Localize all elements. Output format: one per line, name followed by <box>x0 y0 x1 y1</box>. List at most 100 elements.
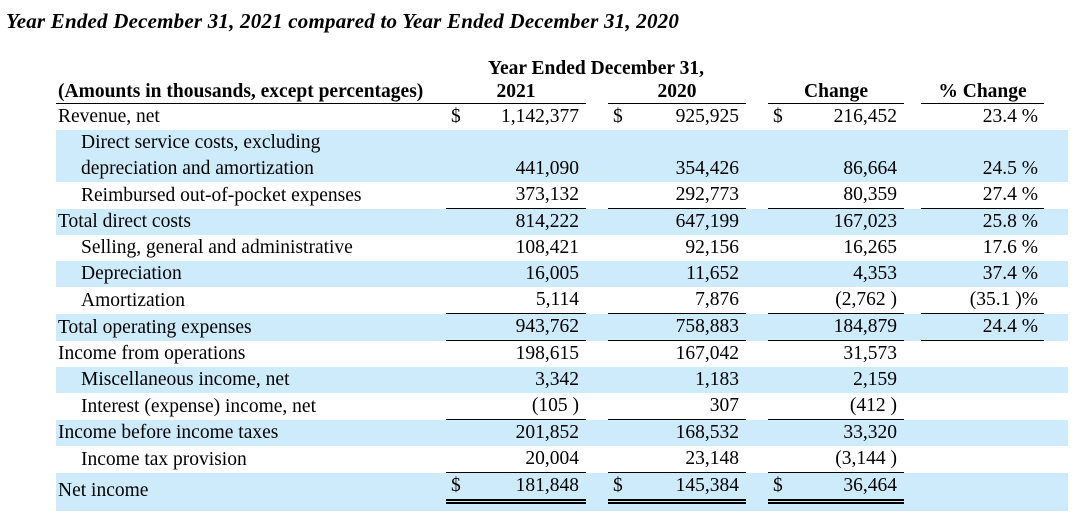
column-gap <box>586 104 608 131</box>
amount: 943,762 <box>515 316 579 337</box>
amount: 925,925 <box>675 106 740 127</box>
amount: 758,883 <box>675 316 740 337</box>
row-label: Direct service costs, excluding depreciat… <box>56 130 446 182</box>
amount: 80,359 <box>843 184 898 205</box>
spacer-cell <box>1044 58 1068 80</box>
column-gap <box>586 130 608 182</box>
table-row-miscellaneous-income: Miscellaneous income, net 3,342 1,183 2,… <box>56 367 1069 393</box>
table-row-reimbursed-expenses: Reimbursed out-of-pocket expenses 373,13… <box>56 182 1068 209</box>
column-gap <box>904 446 921 473</box>
column-header-2020: 2020 <box>608 80 747 104</box>
column-gap <box>746 393 768 420</box>
cell-2021: $181,848 <box>446 472 586 511</box>
column-gap <box>586 393 608 420</box>
spacer-cell <box>56 58 446 80</box>
column-gap <box>904 235 921 261</box>
cell-2021: 814,222 <box>446 208 586 235</box>
table-row-income-before-taxes: Income before income taxes 201,852 168,5… <box>56 419 1069 446</box>
row-label: Depreciation <box>56 261 446 287</box>
column-gap <box>904 313 922 341</box>
amount: 1,142,377 <box>501 106 579 127</box>
column-gap <box>746 313 769 341</box>
column-gap <box>586 287 608 314</box>
column-gap <box>904 80 921 104</box>
cell-pct-change: 37.4 % <box>921 261 1045 287</box>
column-gap <box>746 235 768 261</box>
table-row-direct-service-costs: Direct service costs, excluding depreciat… <box>56 130 1069 182</box>
column-gap <box>586 313 608 341</box>
spacer-cell <box>921 58 1044 80</box>
column-gap <box>904 341 921 368</box>
column-gap <box>586 208 608 235</box>
cell-2021: 441,090 <box>446 130 586 182</box>
spacer-cell <box>1044 80 1068 104</box>
spacer-cell <box>1044 104 1068 131</box>
cell-pct-change: 24.5 % <box>921 130 1045 182</box>
cell-2020: 307 <box>608 393 747 420</box>
spacer-cell <box>1044 472 1069 511</box>
cell-2020: 92,156 <box>608 235 746 261</box>
amount: 1,183 <box>695 369 740 390</box>
amount: 16,005 <box>525 263 579 284</box>
column-gap <box>746 261 769 287</box>
column-gap <box>746 446 768 473</box>
spacer-cell <box>746 58 768 80</box>
amount: 292,773 <box>675 184 740 205</box>
column-gap <box>746 80 768 104</box>
dollar-sign: $ <box>613 475 623 496</box>
spacer-cell <box>1044 261 1069 287</box>
row-label: Selling, general and administrative <box>81 237 353 258</box>
amount: 3,342 <box>535 369 579 390</box>
spacer-cell <box>1044 130 1069 182</box>
row-label: Income tax provision <box>81 448 247 470</box>
table-row-total-direct-costs: Total direct costs 814,222 647,199 167,0… <box>56 208 1069 235</box>
column-gap <box>904 182 921 209</box>
table-row-income-from-operations: Income from operations 198,615 167,042 3… <box>56 341 1068 368</box>
cell-2021: 943,762 <box>446 313 586 341</box>
cell-2020: 167,042 <box>608 341 746 368</box>
column-gap <box>586 80 608 104</box>
spacer-cell <box>768 58 904 80</box>
spacer-cell <box>1044 287 1068 314</box>
amount: 184,879 <box>833 316 898 337</box>
column-gap <box>586 472 608 511</box>
dollar-sign: $ <box>773 106 783 127</box>
spacer-cell <box>1044 367 1069 393</box>
table-row-amortization: Amortization 5,114 7,876 (2,762 ) (35.1 … <box>56 287 1068 314</box>
spacer-cell <box>1044 313 1069 341</box>
column-gap <box>904 367 922 393</box>
cell-2020: 7,876 <box>608 287 747 314</box>
cell-change: 167,023 <box>768 208 905 235</box>
amount: 145,384 <box>675 475 740 496</box>
cell-change: $36,464 <box>768 472 905 511</box>
amount: 167,042 <box>675 343 740 364</box>
column-gap <box>586 182 608 209</box>
column-gap <box>586 446 608 473</box>
amount: 16,265 <box>843 237 898 258</box>
amount: 167,023 <box>833 211 898 232</box>
cell-2020: 23,148 <box>608 446 747 473</box>
column-gap <box>586 367 608 393</box>
cell-change: (3,144 ) <box>768 446 905 473</box>
cell-change: (2,762 ) <box>768 287 905 314</box>
amount: 33,320 <box>843 422 898 443</box>
row-label: Total operating expenses <box>56 313 446 341</box>
cell-2021: 373,132 <box>446 182 586 209</box>
table-row-revenue-net: Revenue, net $1,142,377 $925,925 $216,45… <box>56 104 1068 131</box>
spacer-cell <box>1044 182 1068 209</box>
cell-2021: 198,615 <box>446 341 586 368</box>
amount: 181,848 <box>515 475 579 496</box>
spacer-cell <box>1044 393 1068 420</box>
row-label: Revenue, net <box>58 106 160 127</box>
amount: 5,114 <box>535 289 579 310</box>
column-gap <box>586 341 608 368</box>
cell-2021: 20,004 <box>446 446 586 473</box>
column-gap <box>746 130 769 182</box>
amount: 36,464 <box>843 475 898 496</box>
cell-pct-change <box>921 393 1044 420</box>
cell-pct-change <box>921 341 1044 368</box>
cell-2020: 168,532 <box>608 419 747 446</box>
cell-pct-change: (35.1 )% <box>921 287 1045 314</box>
row-label: Income before income taxes <box>56 419 446 446</box>
spacer-cell <box>1044 446 1068 473</box>
